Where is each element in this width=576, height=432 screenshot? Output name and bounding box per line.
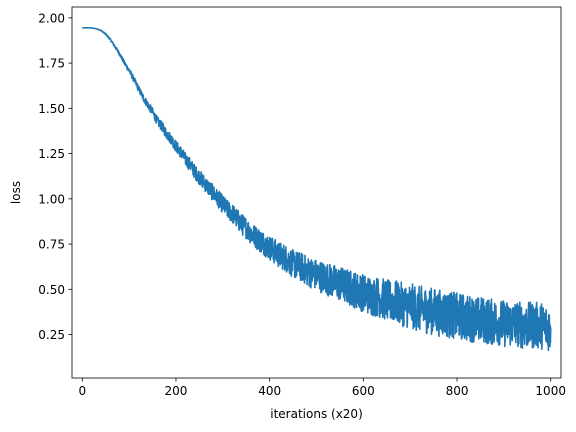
x-tick-label: 1000 — [535, 384, 566, 398]
x-tick-label: 0 — [78, 384, 86, 398]
y-tick-label: 1.75 — [38, 57, 65, 71]
x-tick-label: 400 — [258, 384, 281, 398]
y-axis-label: loss — [9, 181, 23, 204]
y-tick-label: 1.00 — [38, 192, 65, 206]
axis-ticks: 0 200 400 600 800 1000 0.25 0.50 0.75 1.00 1.25 1.5… — [38, 11, 566, 398]
series-line-0 — [81, 27, 552, 352]
y-tick-label: 1.50 — [38, 102, 65, 116]
x-tick-label: 600 — [352, 384, 375, 398]
x-axis-label: iterations (x20) — [270, 407, 363, 421]
x-tick-label: 200 — [165, 384, 188, 398]
plot-area — [81, 27, 552, 352]
y-tick-label: 0.75 — [38, 238, 65, 252]
x-tick-label: 800 — [446, 384, 469, 398]
y-tick-label: 0.50 — [38, 283, 65, 297]
axes-frame — [71, 6, 562, 379]
y-tick-label: 0.25 — [38, 328, 65, 342]
y-tick-label: 1.25 — [38, 147, 65, 161]
y-tick-label: 2.00 — [38, 11, 65, 25]
